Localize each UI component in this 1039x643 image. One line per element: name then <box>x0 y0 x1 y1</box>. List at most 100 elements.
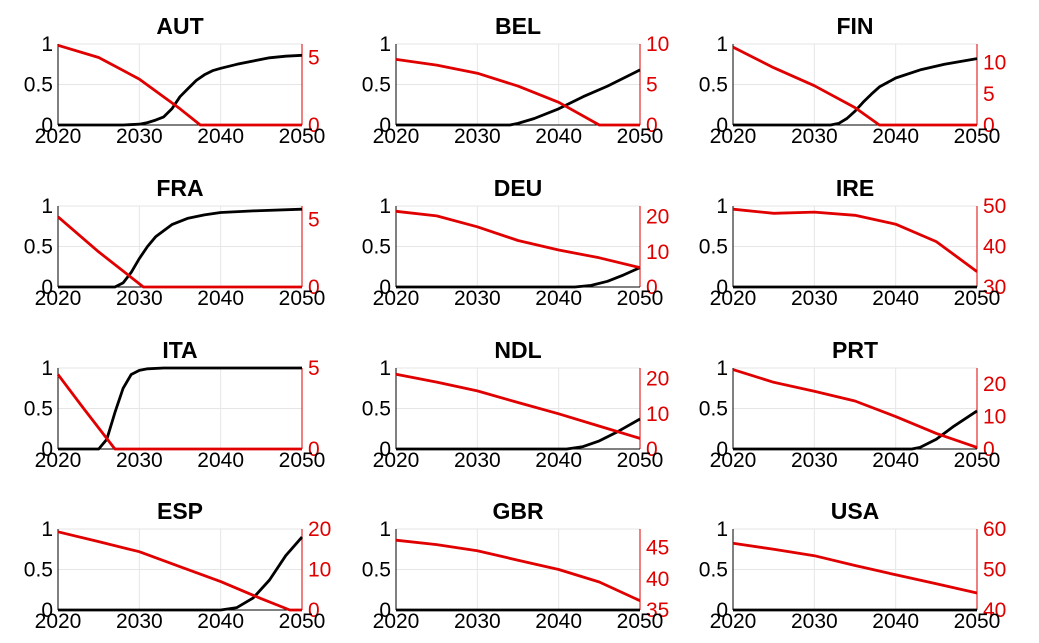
series-line-right <box>56 373 302 451</box>
series-line-right <box>395 209 641 269</box>
y-tick-label-right: 0 <box>308 276 320 299</box>
y-tick-label-right: 0 <box>308 599 320 622</box>
x-tick-label: 2050 <box>954 610 1001 633</box>
x-tick-label: 2020 <box>373 449 420 472</box>
y-tick-label-right: 0 <box>646 276 658 299</box>
y-tick-label-left: 1 <box>41 195 53 218</box>
y-tick-label-left: 0.5 <box>362 398 391 421</box>
panel-title: NDL <box>494 337 541 363</box>
panel-fra: FRA 0 0.5 1 0 5 2020 2030 2040 2050 <box>24 175 326 310</box>
panel-title: ESP <box>157 498 203 524</box>
y-tick-label-left: 1 <box>379 33 391 56</box>
series-line-left <box>58 536 304 612</box>
y-tick-label-left: 0 <box>41 276 53 299</box>
y-tick-label-left: 0 <box>716 276 728 299</box>
y-tick-label-right: 10 <box>983 52 1006 75</box>
y-tick-label-left: 0 <box>41 438 53 461</box>
series-line-right <box>395 58 640 127</box>
y-tick-label-left: 0 <box>379 114 391 137</box>
series-line-left <box>396 266 641 289</box>
y-tick-label-right: 50 <box>983 559 1006 582</box>
y-tick-label-right: 20 <box>646 206 669 229</box>
x-tick-label: 2050 <box>954 449 1001 472</box>
y-tick-label-left: 1 <box>379 518 391 541</box>
x-tick-label: 2050 <box>617 449 664 472</box>
x-tick-label: 2040 <box>197 449 244 472</box>
y-tick-label-right: 0 <box>646 114 658 137</box>
y-tick-label-left: 0.5 <box>699 398 728 421</box>
y-tick-label-left: 0 <box>716 438 728 461</box>
y-tick-label-right: 5 <box>308 357 320 380</box>
series-line-right <box>732 541 978 595</box>
panel-title: ITA <box>162 337 197 363</box>
x-tick-label: 2020 <box>35 449 82 472</box>
x-tick-label: 2050 <box>617 610 664 633</box>
x-tick-label: 2050 <box>617 125 664 148</box>
y-tick-label-right: 10 <box>646 33 669 56</box>
x-tick-label: 2020 <box>373 287 420 310</box>
x-tick-label: 2030 <box>791 287 838 310</box>
y-tick-label-left: 0.5 <box>24 398 53 421</box>
y-tick-label-right: 30 <box>983 276 1006 299</box>
series-line-left <box>396 417 641 451</box>
x-tick-label: 2040 <box>197 610 244 633</box>
y-tick-label-left: 1 <box>379 195 391 218</box>
y-tick-label-left: 0.5 <box>699 559 728 582</box>
y-tick-label-left: 0 <box>379 276 391 299</box>
x-tick-label: 2050 <box>279 125 326 148</box>
x-tick-label: 2030 <box>116 287 163 310</box>
panel-title: USA <box>831 498 880 524</box>
y-tick-label-left: 0.5 <box>24 74 53 97</box>
y-tick-label-left: 0 <box>41 599 53 622</box>
series-line-right <box>57 530 302 612</box>
y-tick-label-left: 0 <box>716 599 728 622</box>
x-tick-label: 2040 <box>535 287 582 310</box>
x-tick-label: 2040 <box>872 125 919 148</box>
y-tick-label-right: 35 <box>646 599 669 622</box>
y-tick-label-left: 1 <box>41 518 53 541</box>
x-tick-label: 2050 <box>954 287 1001 310</box>
series-line-left <box>58 53 303 127</box>
y-tick-label-left: 0 <box>41 114 53 137</box>
y-tick-label-left: 0.5 <box>362 236 391 259</box>
x-tick-label: 2030 <box>791 449 838 472</box>
panel-gbr: GBR 0 0.5 1 35 40 45 2020 2030 2040 2050 <box>362 498 670 633</box>
y-tick-label-right: 0 <box>983 114 995 137</box>
x-tick-label: 2020 <box>710 610 757 633</box>
y-tick-label-left: 0 <box>716 114 728 137</box>
x-tick-label: 2050 <box>279 287 326 310</box>
y-tick-label-right: 40 <box>983 599 1006 622</box>
panel-aut: AUT 0 0.5 1 0 5 2020 2030 2040 2050 <box>24 13 326 148</box>
x-tick-label: 2020 <box>373 125 420 148</box>
series-line-left <box>58 207 303 289</box>
x-tick-label: 2040 <box>872 287 919 310</box>
y-tick-label-left: 1 <box>716 357 728 380</box>
panel-title: PRT <box>832 337 878 363</box>
x-tick-label: 2020 <box>710 125 757 148</box>
x-tick-label: 2050 <box>617 287 664 310</box>
series-line-left <box>733 409 978 451</box>
x-tick-label: 2040 <box>872 610 919 633</box>
x-tick-label: 2040 <box>197 287 244 310</box>
y-tick-label-left: 0.5 <box>24 559 53 582</box>
y-tick-label-right: 20 <box>983 373 1006 396</box>
x-tick-label: 2030 <box>791 610 838 633</box>
y-tick-label-left: 0 <box>379 599 391 622</box>
y-tick-label-right: 5 <box>983 83 995 106</box>
x-tick-label: 2030 <box>791 125 838 148</box>
y-tick-label-left: 0.5 <box>699 74 728 97</box>
x-tick-label: 2050 <box>954 125 1001 148</box>
series-line-right <box>732 207 978 273</box>
y-tick-label-left: 1 <box>41 357 53 380</box>
series-line-right <box>732 368 978 449</box>
x-tick-label: 2040 <box>535 449 582 472</box>
x-tick-label: 2030 <box>454 449 501 472</box>
panel-ire: IRE 0 0.5 1 30 40 50 2020 2030 2040 2050 <box>699 175 1007 310</box>
y-tick-label-left: 1 <box>41 33 53 56</box>
panel-title: FIN <box>836 13 873 39</box>
panel-ita: ITA 0 0.5 1 0 5 2020 2030 2040 2050 <box>24 337 326 472</box>
x-tick-label: 2020 <box>373 610 420 633</box>
